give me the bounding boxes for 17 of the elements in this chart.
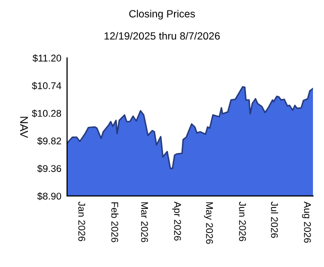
- chart-subtitle: 12/19/2025 thru 8/7/2026: [104, 32, 220, 40]
- x-tick-label: Jan 2026: [78, 202, 86, 242]
- y-tick-label: $9.36: [37, 164, 62, 173]
- x-tick-label: Feb 2026: [111, 202, 118, 242]
- x-tick-label: Mar 2026: [141, 202, 148, 242]
- y-tick-label: $10.74: [32, 82, 62, 90]
- x-tick-label: Jul 2026: [270, 202, 278, 238]
- x-tick-label: May 2026: [204, 202, 213, 244]
- y-axis-title: NAV: [20, 116, 28, 138]
- y-tick-label: $9.82: [37, 137, 62, 145]
- y-tick-label: $10.28: [32, 109, 62, 118]
- chart-title: Closing Prices: [129, 10, 195, 20]
- x-tick-label: Apr 2026: [172, 202, 181, 241]
- y-tick-label: $8.90: [37, 192, 62, 200]
- x-tick-label: Aug 2026: [302, 202, 311, 243]
- y-tick-label: $11.20: [32, 54, 62, 62]
- x-tick-label: Jun 2026: [239, 202, 246, 242]
